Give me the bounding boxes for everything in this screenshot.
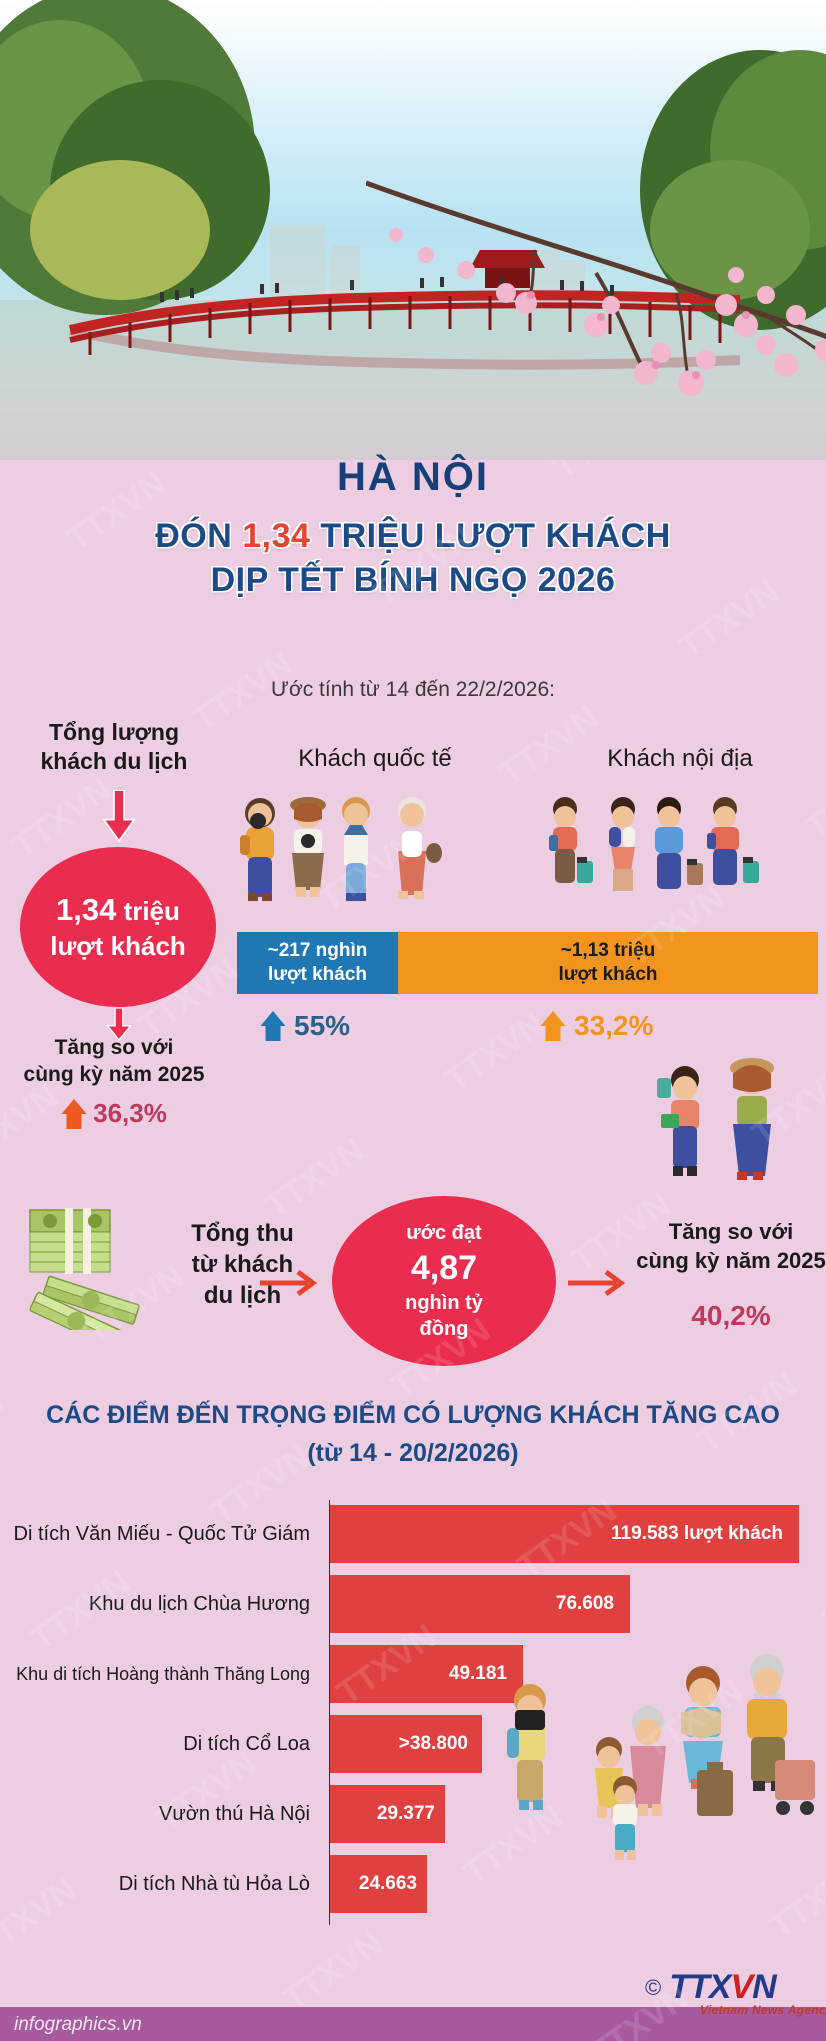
svg-text:infographics.vn: infographics.vn <box>14 2014 142 2035</box>
